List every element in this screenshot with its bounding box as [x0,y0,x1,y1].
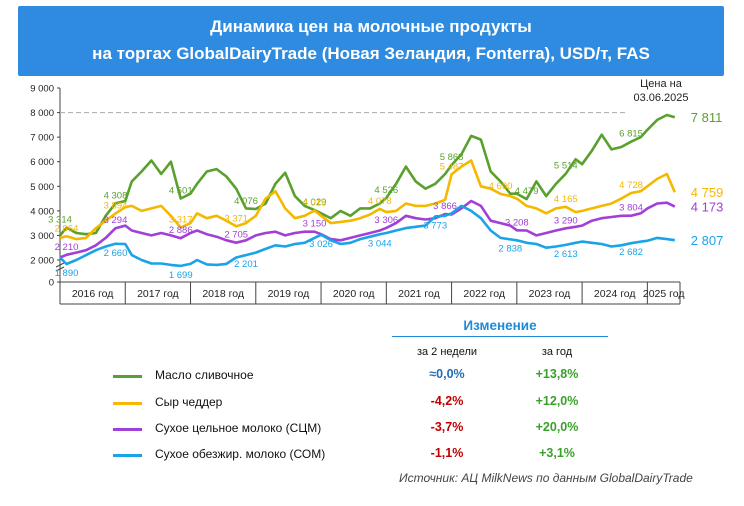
end-value-label: 4 759 [691,185,724,200]
data-label: 4 029 [303,197,327,208]
x-category-label: 2018 год [202,288,244,300]
x-category-label: 2024 год [594,288,636,300]
data-label: 1 699 [169,270,193,281]
data-label: 4 078 [368,196,392,207]
series-line-1 [59,159,676,241]
y-tick-label: 5 000 [30,182,54,193]
x-category-label: 2021 год [398,288,440,300]
data-label: 5 868 [440,152,464,163]
data-label: 2 201 [234,259,258,270]
data-label: 3 317 [169,215,193,226]
series-line-0 [59,113,676,237]
data-label: 4 728 [619,180,643,191]
series-line-2 [59,199,676,259]
data-label: 3 294 [104,215,128,226]
series-line-3 [59,204,675,268]
x-category-label: 2017 год [137,288,179,300]
y-tick-label: 6 000 [30,157,54,168]
data-label: 3 371 [224,213,248,224]
data-label: 3 290 [554,215,578,226]
y-tick-label: 8 000 [30,108,54,119]
data-label: 2 210 [55,242,79,253]
data-label: 4 076 [234,196,258,207]
axis-break-mark [55,266,65,272]
y-tick-label: 4 000 [30,206,54,217]
data-label: 2 660 [104,248,128,259]
data-label: 4 501 [169,186,193,197]
data-label: 1 890 [55,268,79,279]
data-label: 2 964 [55,223,79,234]
data-label: 2 613 [554,249,578,260]
y-tick-label: 0 [49,278,54,289]
data-label: 3 044 [368,238,392,249]
data-label: 4 015 [303,197,327,208]
series-layer [59,113,676,268]
chart-axes: 0 2 000 3 000 4 000 5 000 6 000 7 000 8 000 9 00… [30,84,684,305]
x-category-label: 2025 год [643,288,685,300]
x-category-label: 2020 год [333,288,375,300]
chart-subtitle: на торгах GlobalDairyTrade (Новая Зеланд… [92,44,650,63]
data-label: 3 314 [48,215,72,226]
data-label: 3 150 [303,219,327,230]
data-label: 3 773 [423,220,447,231]
data-label: 6 815 [619,129,643,140]
data-label: 3 894 [104,200,128,211]
chart-title-banner: Динамика цен на молочные продукты на тор… [18,6,724,76]
data-label: 3 866 [433,201,457,212]
data-labels-layer: 3 314 4 308 4 501 4 076 4 029 4 526 5 868 4 479… [48,110,723,281]
data-label: 2 886 [169,225,193,236]
data-label: 3 804 [619,203,643,214]
data-label: 2 682 [619,247,643,258]
data-label: 4 690 [489,181,513,192]
data-label: 5 514 [554,161,578,172]
data-label: 4 165 [554,194,578,205]
data-label: 2 838 [498,243,522,254]
data-label: 4 526 [374,185,398,196]
x-category-label: 2016 год [72,288,114,300]
data-label: 3 306 [374,215,398,226]
x-category-label: 2023 год [529,288,571,300]
x-category-label: 2019 год [268,288,310,300]
data-label: 4 479 [515,186,539,197]
end-value-label: 4 173 [691,200,724,215]
y-tick-label: 2 000 [30,256,54,267]
x-category-label: 2022 год [463,288,505,300]
axis-break-mark [55,262,65,268]
data-label: 3 208 [505,217,529,228]
end-value-label: 2 807 [691,233,724,248]
data-label: 4 308 [104,190,128,201]
y-tick-label: 3 000 [30,231,54,242]
y-tick-label: 7 000 [30,133,54,144]
data-label: 5 487 [440,161,464,172]
data-label: 2 705 [224,230,248,241]
data-label: 3 026 [309,239,333,250]
chart-title: Динамика цен на молочные продукты [210,17,532,36]
y-tick-label: 9 000 [30,84,54,95]
end-value-label: 7 811 [691,110,723,125]
